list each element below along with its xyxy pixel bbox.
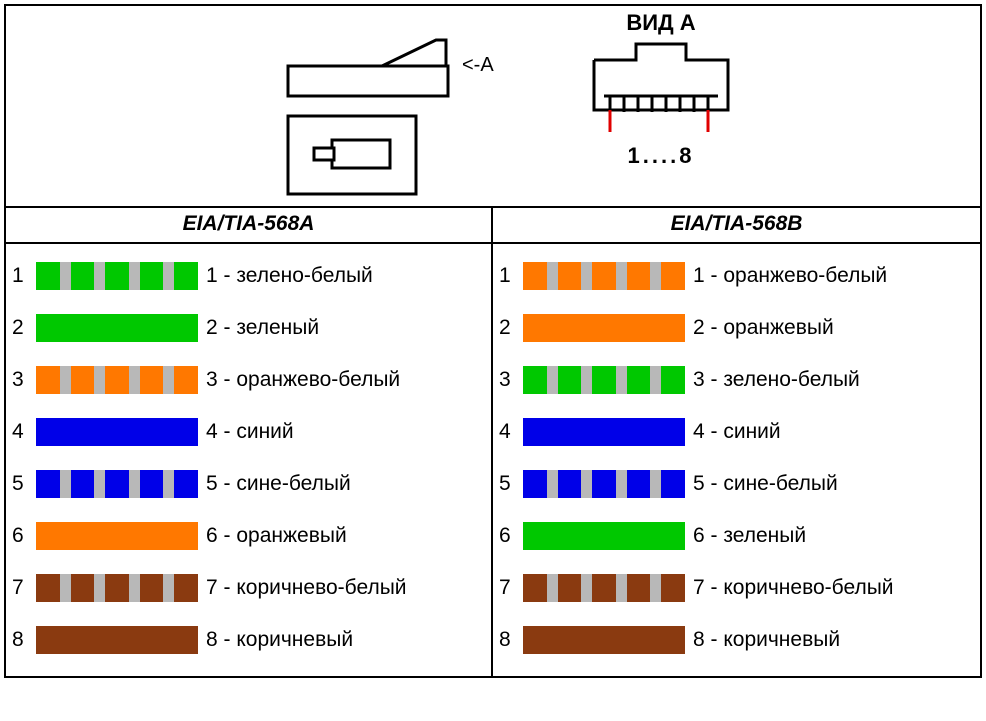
wire-color-swatch (36, 574, 198, 602)
standard-568a-title: EIA/TIA-568A (6, 208, 491, 244)
wire-row: 2 2 - зеленый (6, 302, 491, 354)
wire-label: 1 - оранжево-белый (693, 264, 887, 288)
pin-number: 2 (12, 316, 34, 340)
pin-number: 5 (499, 472, 521, 496)
pin-number: 4 (12, 420, 34, 444)
view-arrow-label: <-A (462, 54, 494, 77)
connector-bottom-view (286, 114, 422, 205)
diagram-frame: <-A ВИД А (4, 4, 982, 678)
standards-columns: EIA/TIA-568A 1 1 - зелено-белый 2 2 - зелен… (6, 208, 980, 676)
wire-color-swatch (36, 314, 198, 342)
wire-row: 1 1 - оранжево-белый (493, 250, 980, 302)
wire-row: 5 5 - сине-белый (493, 458, 980, 510)
wire-label: 8 - коричневый (206, 628, 353, 652)
standard-568b-column: EIA/TIA-568B 1 1 - оранжево-белый 2 2 - ора… (493, 208, 980, 676)
wire-color-swatch (36, 262, 198, 290)
pin-number: 6 (12, 524, 34, 548)
pin-number: 7 (12, 576, 34, 600)
pin-number: 6 (499, 524, 521, 548)
wire-color-swatch (523, 314, 685, 342)
rj45-front-icon (590, 38, 732, 134)
connector-side-view (286, 30, 456, 105)
wire-label: 6 - оранжевый (206, 524, 347, 548)
pin-8-label: 8 (679, 143, 694, 168)
wire-color-swatch (523, 470, 685, 498)
pin-number-labels: 1....8 (590, 143, 732, 169)
wire-color-swatch (36, 522, 198, 550)
wire-label: 4 - синий (206, 420, 294, 444)
wire-color-swatch (523, 418, 685, 446)
pin-1-label: 1 (628, 143, 643, 168)
pin-number: 1 (12, 264, 34, 288)
wire-row: 5 5 - сине-белый (6, 458, 491, 510)
wire-label: 7 - коричнево-белый (693, 576, 894, 600)
rj45-side-icon (286, 30, 456, 100)
wire-label: 5 - сине-белый (693, 472, 838, 496)
wire-color-swatch (36, 418, 198, 446)
standard-568b-title: EIA/TIA-568B (493, 208, 980, 244)
pin-number: 7 (499, 576, 521, 600)
wire-label: 6 - зеленый (693, 524, 806, 548)
pin-number: 3 (499, 368, 521, 392)
front-view-title: ВИД А (590, 10, 732, 36)
standard-568b-rows: 1 1 - оранжево-белый 2 2 - оранжевый 3 3 - зе… (493, 244, 980, 676)
wire-row: 7 7 - коричнево-белый (493, 562, 980, 614)
wire-color-swatch (523, 366, 685, 394)
wire-label: 8 - коричневый (693, 628, 840, 652)
wire-row: 3 3 - оранжево-белый (6, 354, 491, 406)
wire-color-swatch (36, 366, 198, 394)
wire-row: 6 6 - зеленый (493, 510, 980, 562)
wire-label: 3 - оранжево-белый (206, 368, 400, 392)
wire-row: 8 8 - коричневый (493, 614, 980, 666)
wire-label: 4 - синий (693, 420, 781, 444)
standard-568a-rows: 1 1 - зелено-белый 2 2 - зеленый 3 3 - оранже… (6, 244, 491, 676)
connector-front-view-block: ВИД А (590, 10, 732, 169)
standard-568a-column: EIA/TIA-568A 1 1 - зелено-белый 2 2 - зелен… (6, 208, 493, 676)
pin-dots: .... (643, 143, 679, 168)
wire-row: 2 2 - оранжевый (493, 302, 980, 354)
wire-label: 1 - зелено-белый (206, 264, 373, 288)
wire-label: 2 - оранжевый (693, 316, 834, 340)
pin-number: 3 (12, 368, 34, 392)
wire-color-swatch (523, 522, 685, 550)
wire-row: 8 8 - коричневый (6, 614, 491, 666)
pin-number: 8 (499, 628, 521, 652)
wire-row: 1 1 - зелено-белый (6, 250, 491, 302)
wire-row: 3 3 - зелено-белый (493, 354, 980, 406)
pin-number: 1 (499, 264, 521, 288)
rj45-bottom-icon (286, 114, 422, 200)
wire-row: 7 7 - коричнево-белый (6, 562, 491, 614)
wire-color-swatch (523, 262, 685, 290)
wire-row: 4 4 - синий (493, 406, 980, 458)
wire-color-swatch (523, 626, 685, 654)
pin-number: 8 (12, 628, 34, 652)
pin-number: 5 (12, 472, 34, 496)
wire-row: 6 6 - оранжевый (6, 510, 491, 562)
wire-color-swatch (523, 574, 685, 602)
pin-number: 4 (499, 420, 521, 444)
wire-row: 4 4 - синий (6, 406, 491, 458)
wire-color-swatch (36, 626, 198, 654)
connector-views-panel: <-A ВИД А (6, 6, 980, 208)
wire-label: 2 - зеленый (206, 316, 319, 340)
wire-label: 5 - сине-белый (206, 472, 351, 496)
wire-label: 7 - коричнево-белый (206, 576, 407, 600)
pin-number: 2 (499, 316, 521, 340)
wire-color-swatch (36, 470, 198, 498)
wire-label: 3 - зелено-белый (693, 368, 860, 392)
